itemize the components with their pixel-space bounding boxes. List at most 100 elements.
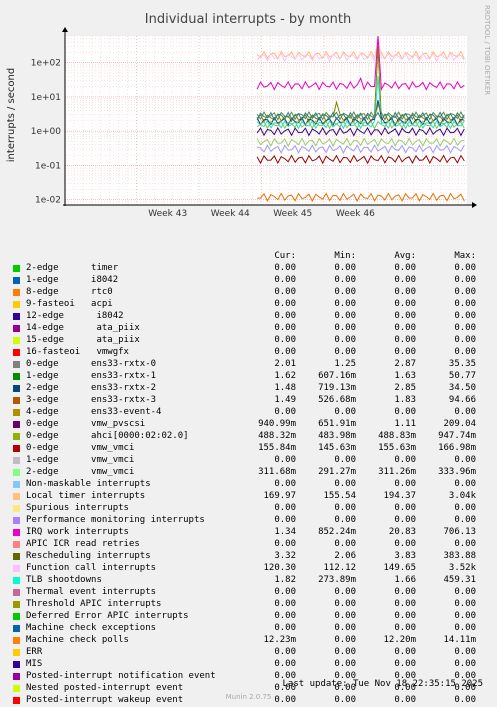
legend-swatch bbox=[13, 685, 20, 692]
legend-swatch bbox=[13, 529, 20, 536]
legend-avg-value: 20.83 bbox=[388, 527, 416, 537]
legend-row: 3-edge ens33-rxtx-3 1.49 526.68m 1.83 94.66 bbox=[0, 394, 497, 406]
legend-min-value: 0.00 bbox=[334, 299, 356, 309]
legend-cur-value: 0.00 bbox=[274, 275, 296, 285]
legend-row: ERR 0.00 0.00 0.00 0.00 bbox=[0, 646, 497, 658]
legend-label: IRQ work interrupts bbox=[26, 527, 129, 537]
legend-row: Nested posted-interrupt event 0.00 0.00 0.0… bbox=[0, 682, 497, 694]
chart-title: Individual interrupts - by month bbox=[145, 12, 351, 27]
legend-min-value: 291.27m bbox=[318, 467, 356, 477]
y-tick-label: 1e-01 bbox=[35, 161, 61, 171]
legend-swatch bbox=[13, 481, 20, 488]
legend-max-value: 0.00 bbox=[454, 695, 476, 705]
legend-avg-value: 1.83 bbox=[394, 395, 416, 405]
legend-max-value: 0.00 bbox=[454, 275, 476, 285]
legend-min-value: 607.16m bbox=[318, 371, 356, 381]
legend-avg-value: 194.37 bbox=[383, 491, 416, 501]
legend-min-value: 0.00 bbox=[334, 407, 356, 417]
chart: Individual interrupts - by month interru… bbox=[6, 5, 491, 219]
legend-max-value: 0.00 bbox=[454, 479, 476, 489]
legend-cur-value: 0.00 bbox=[274, 335, 296, 345]
legend-avg-value: 0.00 bbox=[394, 455, 416, 465]
legend-max-value: 0.00 bbox=[454, 347, 476, 357]
legend-max-value: 383.88 bbox=[443, 551, 476, 561]
legend-label: 0-edge vmw_vmci bbox=[26, 443, 135, 453]
legend-label: 2-edge timer bbox=[26, 263, 119, 273]
legend-min-value: 526.68m bbox=[318, 395, 356, 405]
legend-min-value: 0.00 bbox=[334, 311, 356, 321]
legend-cur-value: 1.34 bbox=[274, 527, 296, 537]
legend-label: Rescheduling interrupts bbox=[26, 551, 151, 561]
legend-label: Machine check exceptions bbox=[26, 623, 157, 633]
legend-avg-value: 0.00 bbox=[394, 503, 416, 513]
legend-min-value: 0.00 bbox=[334, 275, 356, 285]
series-line bbox=[256, 35, 465, 92]
legend-label: Non-maskable interrupts bbox=[26, 479, 151, 489]
legend-min-value: 0.00 bbox=[334, 599, 356, 609]
series-line bbox=[256, 35, 465, 63]
legend-max-value: 14.11m bbox=[443, 635, 476, 645]
legend-min-value: 0.00 bbox=[334, 671, 356, 681]
legend-cur-value: 311.68m bbox=[258, 467, 296, 477]
legend-cur-value: 0.00 bbox=[274, 311, 296, 321]
legend-avg-value: 0.00 bbox=[394, 623, 416, 633]
legend-cur-value: 0.00 bbox=[274, 683, 296, 693]
legend-cur-value: 0.00 bbox=[274, 455, 296, 465]
legend-max-value: 50.77 bbox=[448, 371, 476, 381]
legend-max-value: 706.13 bbox=[443, 527, 476, 537]
legend-row: 4-edge ens33-event-4 0.00 0.00 0.00 0.00 bbox=[0, 406, 497, 418]
legend-avg-value: 155.63m bbox=[378, 443, 416, 453]
legend-min-value: 0.00 bbox=[334, 647, 356, 657]
legend-row: MIS 0.00 0.00 0.00 0.00 bbox=[0, 658, 497, 670]
legend-max-value: 34.50 bbox=[448, 383, 476, 393]
legend-row: Local timer interrupts 169.97 155.54 194.37… bbox=[0, 490, 497, 502]
legend-max-value: 0.00 bbox=[454, 647, 476, 657]
legend-label: TLB shootdowns bbox=[26, 575, 102, 585]
legend-swatch bbox=[13, 697, 20, 704]
legend-min-value: 0.00 bbox=[334, 515, 356, 525]
legend-swatch bbox=[13, 373, 20, 380]
legend-cur-value: 2.01 bbox=[274, 359, 296, 369]
legend-min-value: 273.89m bbox=[318, 575, 356, 585]
legend-avg-value: 2.87 bbox=[394, 359, 416, 369]
legend-max-value: 0.00 bbox=[454, 659, 476, 669]
legend-min-value: 0.00 bbox=[334, 659, 356, 669]
legend-label: Threshold APIC interrupts bbox=[26, 599, 162, 609]
legend-label: 3-edge ens33-rxtx-3 bbox=[26, 395, 157, 405]
legend-cur-value: 1.49 bbox=[274, 395, 296, 405]
legend-cur-value: 0.00 bbox=[274, 647, 296, 657]
legend-swatch bbox=[13, 265, 20, 272]
legend-swatch bbox=[13, 409, 20, 416]
legend-swatch bbox=[13, 277, 20, 284]
header-avg: Avg: bbox=[394, 251, 416, 261]
series-line bbox=[256, 154, 465, 165]
legend-swatch bbox=[13, 385, 20, 392]
legend-avg-value: 488.83m bbox=[378, 431, 416, 441]
legend-cur-value: 0.00 bbox=[274, 479, 296, 489]
y-tick-label: 1e-02 bbox=[35, 196, 61, 206]
legend-max-value: 166.98m bbox=[438, 443, 476, 453]
legend-max-value: 3.04k bbox=[448, 491, 476, 501]
legend-cur-value: 0.00 bbox=[274, 515, 296, 525]
legend-row: 0-edge ahci[0000:02:02.0] 488.32m 483.98m 4… bbox=[0, 430, 497, 442]
legend-max-value: 0.00 bbox=[454, 623, 476, 633]
legend-label: 0-edge ens33-rxtx-0 bbox=[26, 359, 157, 369]
legend-swatch bbox=[13, 289, 20, 296]
legend-row: Thermal event interrupts 0.00 0.00 0.00 0.00 bbox=[0, 586, 497, 598]
legend-max-value: 0.00 bbox=[454, 263, 476, 273]
legend-row: Performance monitoring interrupts 0.00 0.0… bbox=[0, 514, 497, 526]
legend-label: Local timer interrupts bbox=[26, 491, 146, 501]
legend-avg-value: 0.00 bbox=[394, 407, 416, 417]
legend-min-value: 2.06 bbox=[334, 551, 356, 561]
legend-max-value: 0.00 bbox=[454, 515, 476, 525]
legend-label: 12-edge i8042 bbox=[26, 311, 124, 321]
legend-label: Machine check polls bbox=[26, 635, 129, 645]
legend-row: 12-edge i8042 0.00 0.00 0.00 0.00 bbox=[0, 310, 497, 322]
legend-max-value: 0.00 bbox=[454, 311, 476, 321]
header-max: Max: bbox=[454, 251, 476, 261]
legend-label: 8-edge rtc0 bbox=[26, 287, 113, 297]
legend-min-value: 483.98m bbox=[318, 431, 356, 441]
legend-max-value: 0.00 bbox=[454, 683, 476, 693]
series-line bbox=[257, 192, 465, 203]
legend-min-value: 0.00 bbox=[334, 323, 356, 333]
